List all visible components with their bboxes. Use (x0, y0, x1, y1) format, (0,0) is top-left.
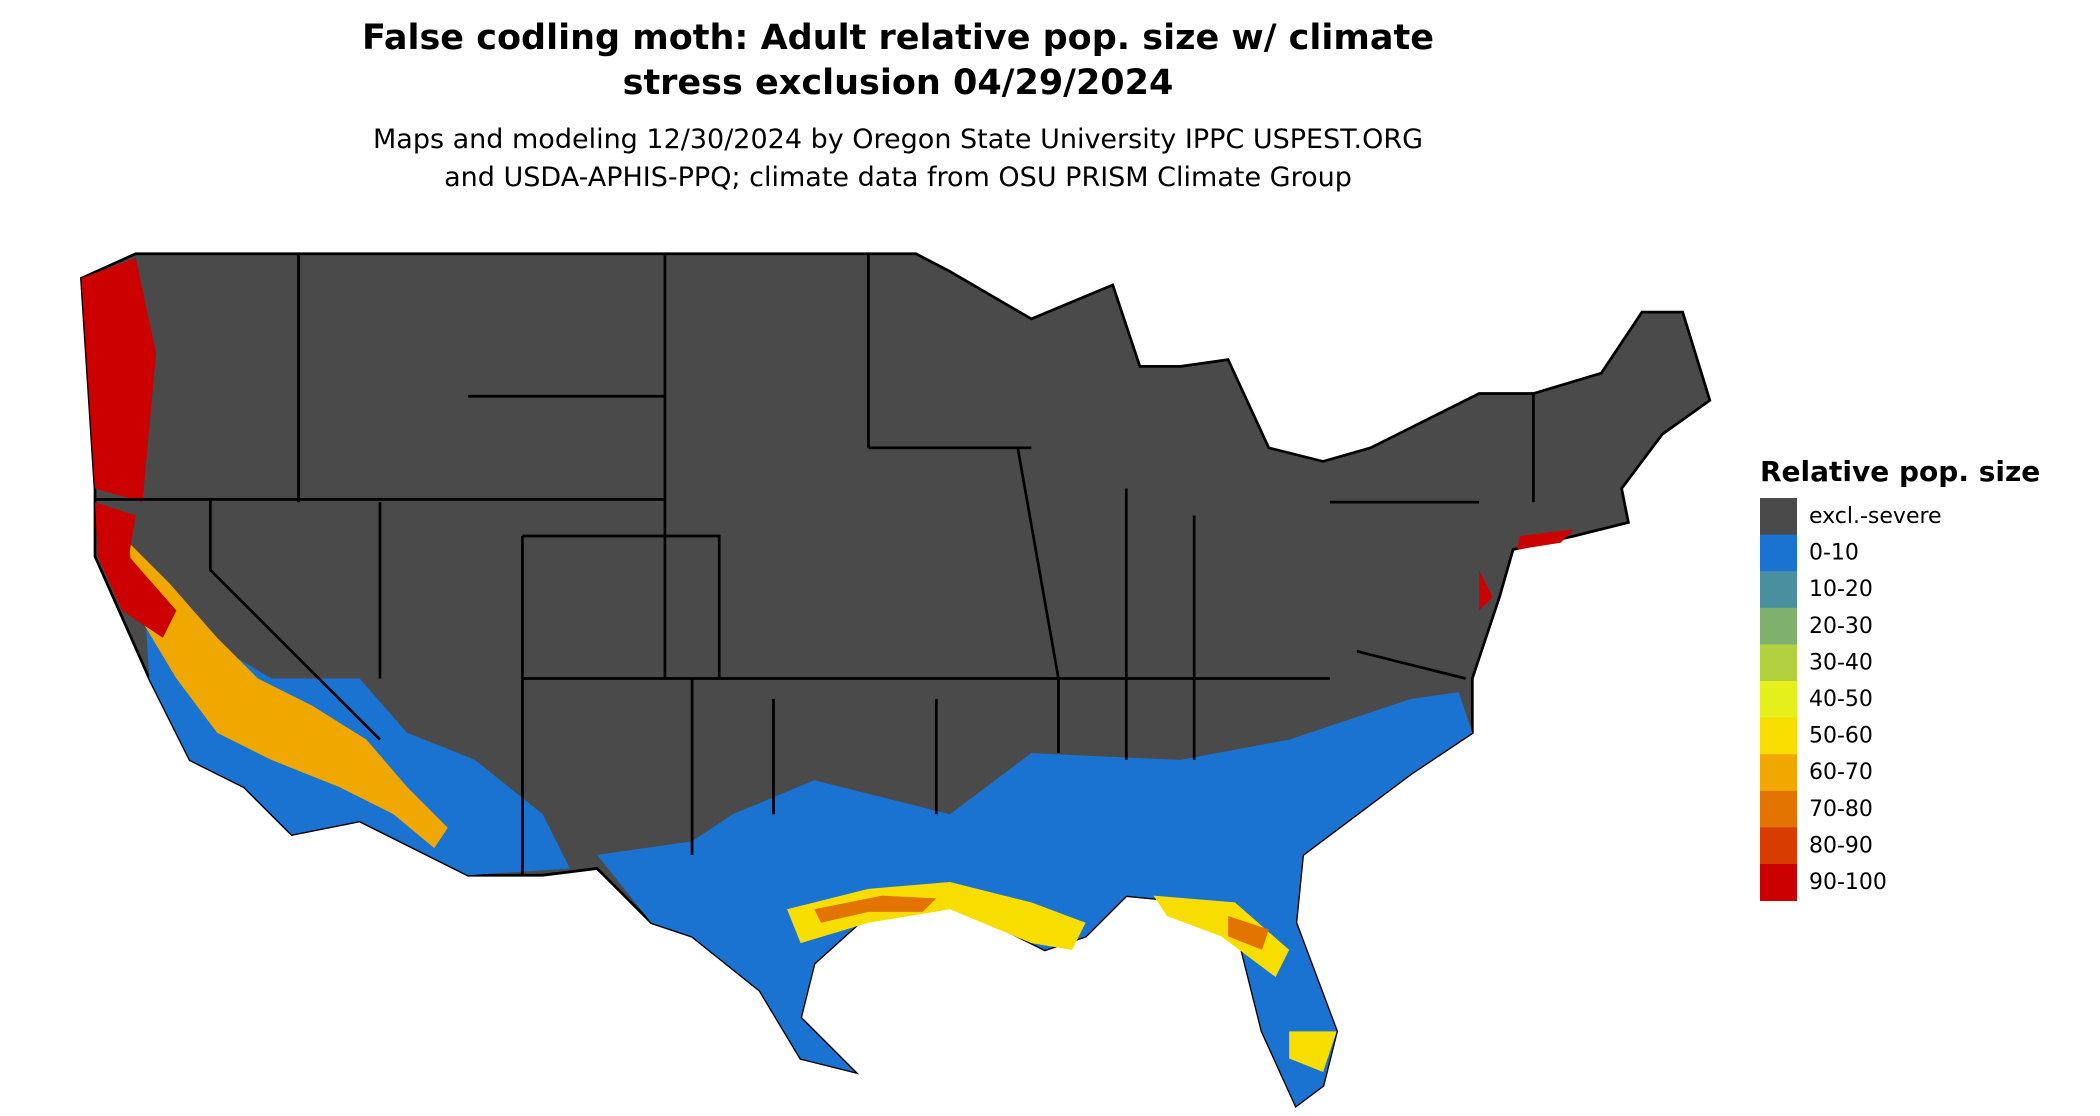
legend-label: 0-10 (1809, 541, 1859, 566)
legend-swatch (1760, 571, 1797, 609)
blue-west (142, 569, 570, 876)
map (80, 252, 1712, 1109)
legend-label: 60-70 (1809, 760, 1873, 785)
legend-label: 30-40 (1809, 650, 1873, 675)
legend-swatch (1760, 754, 1797, 792)
legend-label: 20-30 (1809, 614, 1873, 639)
legend-swatch (1760, 790, 1797, 828)
legend-swatch (1760, 864, 1797, 901)
legend-label: 70-80 (1809, 797, 1873, 822)
title: False codling moth: Adult relative pop. … (362, 18, 1434, 103)
legend-swatch (1760, 827, 1797, 865)
legend-swatch (1760, 644, 1797, 682)
legend-label: 80-90 (1809, 833, 1873, 858)
legend-swatch (1760, 607, 1797, 645)
legend-label: 40-50 (1809, 687, 1873, 712)
legend-title: Relative pop. size (1760, 455, 2040, 488)
legend-label: 50-60 (1809, 724, 1873, 749)
blue-region (597, 692, 1473, 1106)
legend-label: 90-100 (1809, 870, 1887, 895)
legend-swatch (1760, 498, 1797, 535)
orange-band (814, 895, 1269, 950)
legend-label: 10-20 (1809, 577, 1873, 602)
warm-west (128, 542, 448, 849)
legend: excl.-severe 0-10 10-20 20-30 30-40 40-50 50-6… (1760, 498, 1942, 901)
legend-swatch (1760, 681, 1797, 718)
legend-swatch (1760, 717, 1797, 755)
state-borders (94, 253, 1535, 876)
legend-swatch (1760, 534, 1797, 572)
legend-label: excl.-severe (1809, 504, 1942, 529)
warm-band (787, 882, 1337, 1073)
subtitle: Maps and modeling 12/30/2024 by Oregon S… (373, 124, 1423, 193)
